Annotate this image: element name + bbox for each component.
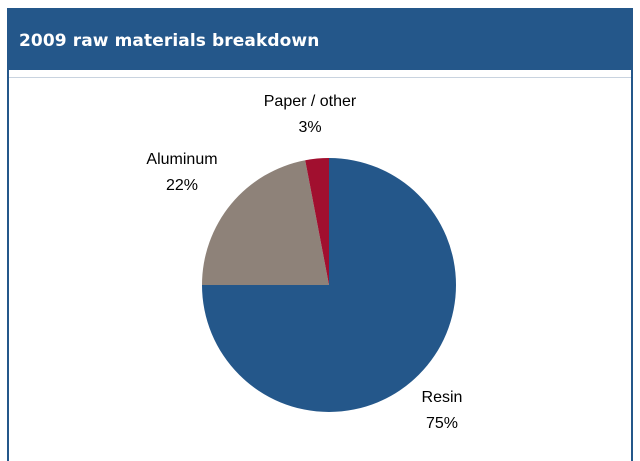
slice-label: Resin [422, 389, 463, 406]
header-divider [9, 70, 631, 78]
chart-header: 2009 raw materials breakdown [9, 8, 631, 70]
pie-slice-aluminum [202, 160, 329, 285]
slice-value-label: 22% [166, 177, 198, 194]
chart-title: 2009 raw materials breakdown [19, 31, 320, 51]
slice-value-label: 3% [298, 119, 321, 136]
pie-slice-paper-other [305, 158, 329, 285]
slice-value-label: 75% [426, 415, 458, 432]
slice-label: Aluminum [146, 151, 217, 168]
slice-label: Paper / other [264, 93, 357, 110]
